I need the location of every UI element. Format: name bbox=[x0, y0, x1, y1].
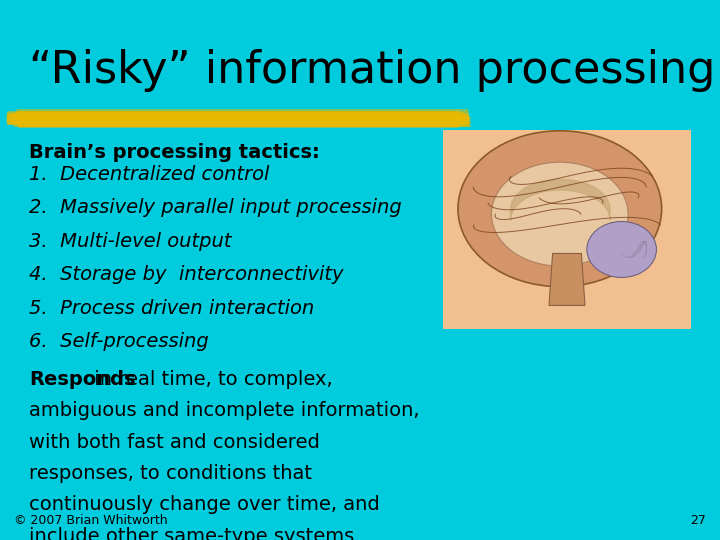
Text: ambiguous and incomplete information,: ambiguous and incomplete information, bbox=[29, 401, 419, 420]
FancyBboxPatch shape bbox=[6, 113, 469, 125]
Text: 3.  Multi-level output: 3. Multi-level output bbox=[29, 232, 231, 251]
FancyBboxPatch shape bbox=[13, 114, 461, 127]
Text: © 2007 Brian Whitworth: © 2007 Brian Whitworth bbox=[14, 514, 168, 526]
Text: in real time, to complex,: in real time, to complex, bbox=[88, 370, 333, 389]
Text: Brain’s processing tactics:: Brain’s processing tactics: bbox=[29, 143, 320, 162]
Bar bbox=[443, 130, 691, 329]
Text: include other same-type systems: include other same-type systems bbox=[29, 526, 354, 540]
Text: Responds: Responds bbox=[29, 370, 135, 389]
Text: 2.  Massively parallel input processing: 2. Massively parallel input processing bbox=[29, 198, 402, 217]
Ellipse shape bbox=[587, 221, 657, 278]
Text: 4.  Storage by  interconnectivity: 4. Storage by interconnectivity bbox=[29, 265, 343, 284]
Text: 1.  Decentralized control: 1. Decentralized control bbox=[29, 165, 269, 184]
FancyBboxPatch shape bbox=[17, 109, 469, 126]
Text: “Risky” information processing: “Risky” information processing bbox=[29, 49, 715, 92]
FancyBboxPatch shape bbox=[7, 111, 462, 124]
FancyBboxPatch shape bbox=[18, 111, 459, 128]
FancyBboxPatch shape bbox=[18, 117, 470, 127]
Text: 27: 27 bbox=[690, 514, 706, 526]
Ellipse shape bbox=[492, 162, 628, 266]
FancyBboxPatch shape bbox=[13, 112, 465, 124]
Polygon shape bbox=[549, 253, 585, 306]
Text: with both fast and considered: with both fast and considered bbox=[29, 433, 320, 451]
Ellipse shape bbox=[458, 131, 662, 287]
FancyBboxPatch shape bbox=[10, 113, 455, 125]
Text: 5.  Process driven interaction: 5. Process driven interaction bbox=[29, 299, 314, 318]
Text: continuously change over time, and: continuously change over time, and bbox=[29, 495, 379, 514]
Text: responses, to conditions that: responses, to conditions that bbox=[29, 464, 312, 483]
Text: 6.  Self-processing: 6. Self-processing bbox=[29, 332, 209, 351]
